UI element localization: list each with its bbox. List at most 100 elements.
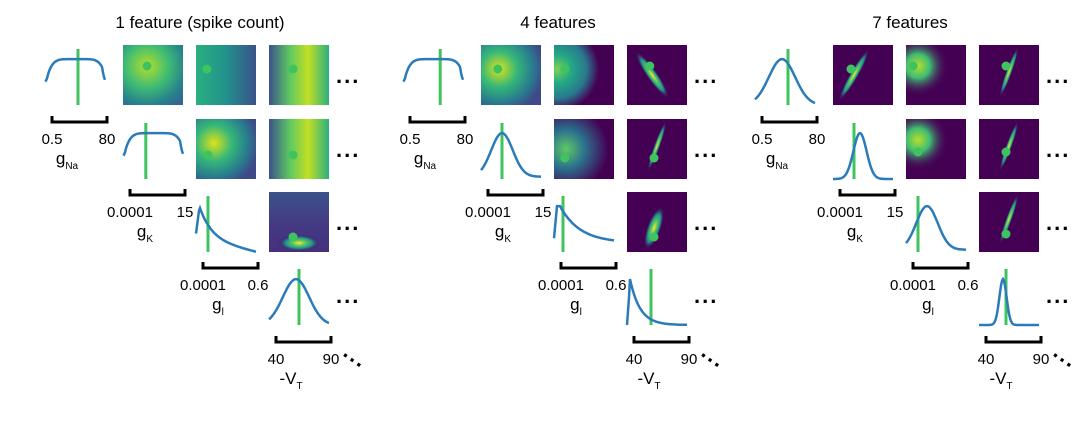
pairwise-gK-gl bbox=[196, 119, 256, 179]
axis-bar bbox=[760, 116, 819, 124]
param-label-subscript: Na bbox=[775, 161, 788, 172]
axis-gl: 0.0001 0.6 bbox=[538, 262, 626, 294]
marginal-density-curve bbox=[480, 131, 541, 178]
tick-max: 90 bbox=[1033, 351, 1050, 368]
ground-truth-dot bbox=[1001, 147, 1011, 157]
axis-VT: 40 90 bbox=[978, 336, 1050, 368]
marginal-density-curve bbox=[625, 278, 687, 327]
pairwise-gNa-VT bbox=[269, 45, 329, 105]
param-label-VT: -VT bbox=[989, 369, 1012, 392]
param-label-subscript: l bbox=[932, 307, 934, 318]
ellipsis-diagonal: ... bbox=[697, 339, 731, 373]
tick-min: 0.0001 bbox=[180, 277, 226, 294]
heatmap-background bbox=[123, 45, 183, 105]
ground-truth-dot bbox=[649, 232, 659, 242]
axis-VT: 40 90 bbox=[268, 336, 339, 368]
ground-truth-dot bbox=[649, 153, 659, 163]
param-label-subscript: T bbox=[654, 381, 660, 392]
posterior-blob bbox=[999, 46, 1019, 98]
param-label-subscript: T bbox=[1006, 381, 1012, 392]
marginal-density-curve bbox=[402, 57, 465, 83]
panel-p4: 4 features............... 0.5 80 gNa 0.0001 1… bbox=[400, 13, 732, 392]
axis-gl: 0.0001 0.6 bbox=[890, 262, 978, 294]
axis-bar bbox=[911, 262, 970, 270]
param-label-VT: -VT bbox=[637, 369, 660, 392]
pairwise-gl-VT bbox=[979, 192, 1039, 252]
param-label-subscript: K bbox=[504, 234, 511, 245]
marginal-gK bbox=[833, 123, 893, 181]
heatmap-background bbox=[269, 119, 329, 179]
pairwise-gl-VT bbox=[627, 192, 687, 252]
ellipsis: ... bbox=[336, 210, 360, 235]
marginal-density-curve bbox=[979, 276, 1039, 327]
axis-gNa: 0.5 80 bbox=[42, 116, 115, 148]
axis-gl: 0.0001 0.6 bbox=[180, 262, 268, 294]
param-label-subscript: Na bbox=[423, 161, 436, 172]
marginal-density-curve bbox=[194, 204, 257, 253]
ground-truth-dot bbox=[1001, 229, 1011, 239]
tick-max: 0.6 bbox=[606, 277, 627, 294]
marginal-density-curve bbox=[44, 57, 107, 83]
axis-gK: 0.0001 15 bbox=[107, 189, 193, 221]
panel-title: 1 feature (spike count) bbox=[115, 13, 284, 32]
ground-truth-dot bbox=[142, 61, 152, 71]
ground-truth-dot bbox=[560, 64, 570, 74]
tick-max: 0.6 bbox=[958, 277, 979, 294]
ground-truth-dot bbox=[493, 64, 503, 74]
posterior-blob bbox=[278, 234, 320, 252]
heatmap-background bbox=[554, 119, 614, 179]
heatmap-background bbox=[269, 45, 329, 105]
pairwise-gK-VT bbox=[269, 119, 329, 179]
axis-bar bbox=[984, 336, 1043, 344]
marginal-density-curve bbox=[905, 204, 966, 251]
ground-truth-dot bbox=[913, 147, 923, 157]
tick-max: 90 bbox=[681, 351, 698, 368]
param-label-subscript: l bbox=[580, 307, 582, 318]
axis-bar bbox=[201, 262, 260, 270]
ellipsis-diagonal: ... bbox=[1049, 339, 1082, 373]
posterior-blob bbox=[643, 206, 665, 250]
tick-max: 15 bbox=[887, 204, 904, 221]
param-label-gl: gl bbox=[570, 295, 582, 318]
param-label-subscript: T bbox=[296, 381, 302, 392]
param-label-subscript: Na bbox=[65, 161, 78, 172]
ellipsis: ... bbox=[694, 63, 718, 88]
param-label-subscript: l bbox=[222, 307, 224, 318]
heatmap-background bbox=[196, 119, 256, 179]
tick-min: 0.5 bbox=[752, 131, 773, 148]
marginal-VT bbox=[979, 269, 1039, 327]
param-label-gNa: gNa bbox=[56, 149, 79, 172]
pairwise-gNa-gK bbox=[833, 45, 893, 105]
param-label-gK: gK bbox=[495, 222, 511, 245]
param-label-gK: gK bbox=[847, 222, 863, 245]
tick-max: 80 bbox=[457, 131, 474, 148]
posterior-blob bbox=[838, 48, 870, 102]
ground-truth-dot bbox=[288, 150, 298, 160]
marginal-gl bbox=[194, 196, 257, 253]
pairwise-gK-VT bbox=[979, 119, 1039, 179]
posterior-blob bbox=[906, 45, 966, 105]
axis-bar bbox=[838, 189, 897, 197]
param-label-subscript: K bbox=[856, 234, 863, 245]
ground-truth-dot bbox=[645, 61, 655, 71]
ellipsis: ... bbox=[1046, 63, 1070, 88]
heatmap-background bbox=[481, 45, 541, 105]
pairwise-gNa-VT bbox=[627, 45, 687, 105]
posterior-blob bbox=[635, 51, 670, 99]
tick-min: 40 bbox=[626, 351, 643, 368]
param-label-gl: gl bbox=[922, 295, 934, 318]
axis-bar bbox=[50, 116, 109, 124]
ellipsis: ... bbox=[694, 210, 718, 235]
marginal-density-curve bbox=[552, 204, 615, 242]
ellipsis-diagonal: ... bbox=[339, 339, 373, 373]
pairwise-gNa-gl bbox=[196, 45, 256, 105]
tick-min: 0.0001 bbox=[817, 204, 863, 221]
marginal-gK bbox=[480, 123, 541, 179]
param-label-gNa: gNa bbox=[414, 149, 437, 172]
pairwise-gNa-gl bbox=[906, 45, 966, 105]
ground-truth-dot bbox=[288, 232, 298, 242]
marginal-density-curve bbox=[833, 131, 893, 181]
axis-gNa: 0.5 80 bbox=[400, 116, 474, 148]
tick-min: 0.0001 bbox=[107, 204, 153, 221]
